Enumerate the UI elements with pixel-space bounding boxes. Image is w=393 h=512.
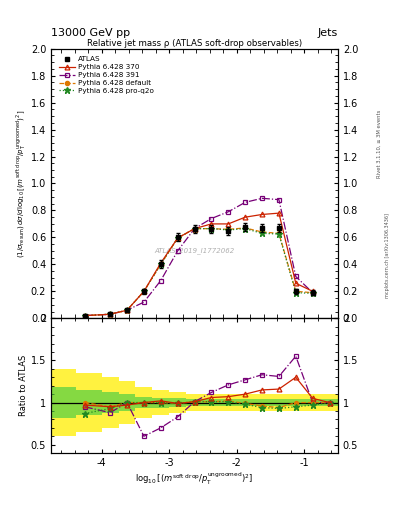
- X-axis label: $\log_{10}[(m^{\mathrm{soft\ drop}}/p_{\mathrm{T}}^{\mathrm{ungroomed}})^{2}]$: $\log_{10}[(m^{\mathrm{soft\ drop}}/p_{\…: [136, 471, 253, 487]
- Text: mcplots.cern.ch [arXiv:1306.3436]: mcplots.cern.ch [arXiv:1306.3436]: [385, 214, 389, 298]
- Text: Rivet 3.1.10, ≥ 3M events: Rivet 3.1.10, ≥ 3M events: [377, 109, 382, 178]
- Text: Jets: Jets: [318, 28, 338, 38]
- Text: ATLAS_2019_I1772062: ATLAS_2019_I1772062: [154, 247, 235, 254]
- Title: Relative jet mass ρ (ATLAS soft-drop observables): Relative jet mass ρ (ATLAS soft-drop obs…: [87, 39, 302, 48]
- Y-axis label: $(1/\sigma_{\mathrm{resum}})\,d\sigma/d\log_{10}[(m^{\mathrm{soft\ drop}}/p_{\ma: $(1/\sigma_{\mathrm{resum}})\,d\sigma/d\…: [15, 110, 28, 258]
- Legend: ATLAS, Pythia 6.428 370, Pythia 6.428 391, Pythia 6.428 default, Pythia 6.428 pr: ATLAS, Pythia 6.428 370, Pythia 6.428 39…: [56, 53, 156, 97]
- Y-axis label: Ratio to ATLAS: Ratio to ATLAS: [19, 355, 28, 416]
- Text: 13000 GeV pp: 13000 GeV pp: [51, 28, 130, 38]
